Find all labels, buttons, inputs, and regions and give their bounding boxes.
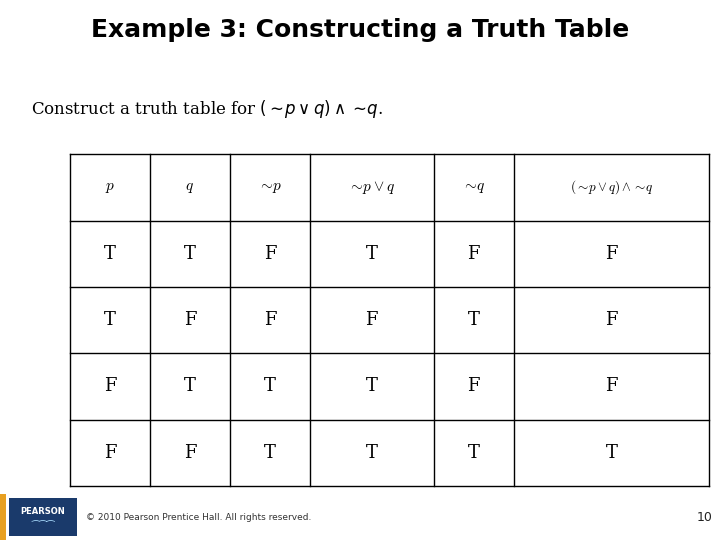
- Text: ⁀⁀⁀: ⁀⁀⁀: [31, 522, 55, 532]
- Text: F: F: [605, 377, 618, 395]
- Text: F: F: [104, 377, 116, 395]
- Text: PEARSON: PEARSON: [20, 507, 66, 516]
- Text: T: T: [184, 377, 196, 395]
- Text: $p$: $p$: [105, 180, 115, 194]
- Text: F: F: [605, 311, 618, 329]
- Bar: [9, 498, 77, 536]
- Text: F: F: [467, 377, 480, 395]
- Text: F: F: [467, 245, 480, 263]
- Text: F: F: [605, 245, 618, 263]
- Text: T: T: [606, 444, 617, 462]
- Text: T: T: [366, 377, 377, 395]
- Text: T: T: [366, 444, 377, 462]
- Text: Example 3: Constructing a Truth Table: Example 3: Constructing a Truth Table: [91, 18, 629, 42]
- Text: F: F: [184, 444, 196, 462]
- Text: Construct a truth table for $(\sim\!p \vee q) \wedge \sim\!q$.: Construct a truth table for $(\sim\!p \v…: [31, 98, 383, 120]
- Text: $(\sim\!p \vee q) \wedge \sim\!q$: $(\sim\!p \vee q) \wedge \sim\!q$: [570, 179, 653, 197]
- Text: F: F: [366, 311, 378, 329]
- Text: T: T: [184, 245, 196, 263]
- Text: T: T: [467, 444, 480, 462]
- Text: F: F: [184, 311, 196, 329]
- Text: F: F: [104, 444, 116, 462]
- Text: T: T: [264, 377, 276, 395]
- Text: T: T: [104, 245, 116, 263]
- Text: F: F: [264, 245, 276, 263]
- Text: F: F: [264, 311, 276, 329]
- Text: 10: 10: [697, 510, 713, 524]
- Text: T: T: [366, 245, 377, 263]
- Text: © 2010 Pearson Prentice Hall. All rights reserved.: © 2010 Pearson Prentice Hall. All rights…: [86, 512, 312, 522]
- Text: $q$: $q$: [186, 180, 194, 194]
- Bar: [0, 494, 6, 540]
- Text: $\sim\!p \vee q$: $\sim\!p \vee q$: [348, 179, 395, 196]
- Text: T: T: [264, 444, 276, 462]
- Text: T: T: [467, 311, 480, 329]
- Text: $\sim\!q$: $\sim\!q$: [462, 180, 485, 194]
- Text: $\sim\!p$: $\sim\!p$: [258, 180, 282, 194]
- Text: T: T: [104, 311, 116, 329]
